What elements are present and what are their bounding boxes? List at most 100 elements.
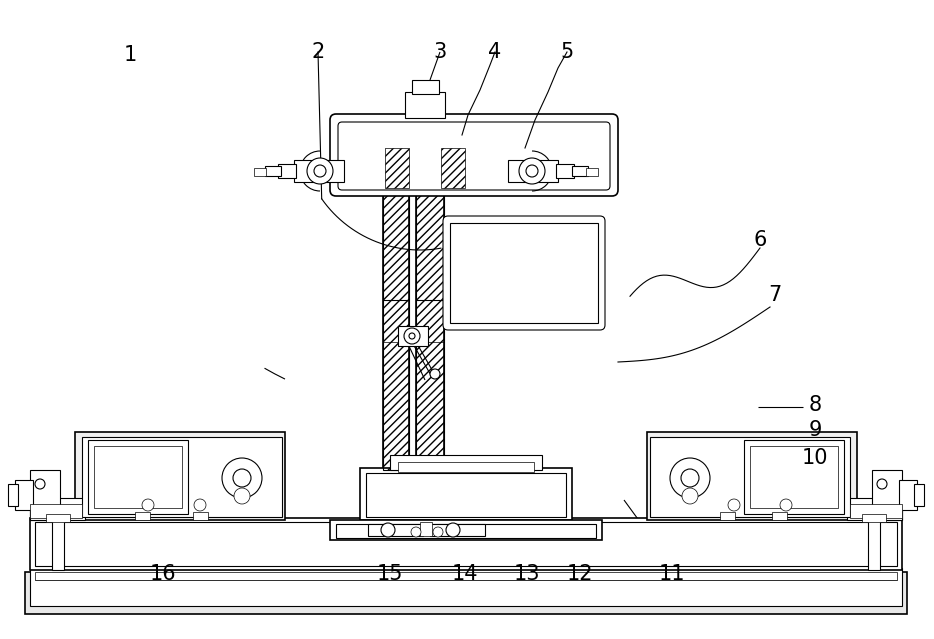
Bar — [744, 440, 844, 514]
Circle shape — [314, 165, 326, 177]
Bar — [556, 164, 574, 178]
Bar — [420, 522, 432, 536]
Circle shape — [682, 488, 698, 504]
Bar — [35, 522, 897, 566]
Bar — [441, 148, 465, 188]
Text: 8: 8 — [809, 395, 822, 415]
Bar — [25, 572, 907, 614]
Text: 1: 1 — [123, 45, 136, 65]
Bar — [430, 524, 485, 536]
Bar — [35, 572, 897, 580]
Bar — [30, 498, 85, 520]
Bar — [872, 470, 902, 520]
Bar — [330, 520, 602, 540]
Bar — [30, 568, 902, 606]
Circle shape — [430, 369, 440, 379]
Circle shape — [233, 469, 251, 487]
Bar — [398, 462, 534, 472]
Text: 5: 5 — [560, 42, 573, 62]
Bar — [30, 470, 60, 520]
Bar — [46, 514, 70, 522]
Bar — [8, 484, 18, 506]
Text: 16: 16 — [149, 564, 177, 584]
Bar — [75, 432, 285, 520]
Bar — [294, 160, 344, 182]
Circle shape — [194, 499, 206, 511]
Bar — [850, 504, 902, 518]
Circle shape — [234, 488, 250, 504]
Bar — [360, 468, 572, 520]
Bar — [899, 480, 917, 510]
Bar — [450, 223, 598, 323]
Bar — [15, 480, 33, 510]
Text: 13: 13 — [514, 564, 540, 584]
Circle shape — [728, 499, 740, 511]
Circle shape — [142, 499, 154, 511]
Bar — [334, 148, 614, 188]
Bar — [847, 498, 902, 520]
Bar — [88, 440, 188, 514]
Bar — [772, 512, 787, 520]
Circle shape — [307, 158, 333, 184]
Bar — [914, 484, 924, 506]
Text: 15: 15 — [376, 564, 403, 584]
Circle shape — [404, 328, 420, 344]
Circle shape — [877, 479, 887, 489]
Bar — [52, 518, 64, 570]
Bar — [445, 218, 603, 326]
Bar — [340, 153, 608, 185]
Bar — [720, 512, 735, 520]
Bar — [412, 80, 439, 94]
Circle shape — [526, 165, 538, 177]
Circle shape — [670, 458, 710, 498]
Circle shape — [446, 523, 460, 537]
Text: 11: 11 — [658, 564, 686, 584]
Circle shape — [409, 333, 415, 339]
Bar — [265, 166, 281, 176]
Bar — [254, 168, 266, 176]
Bar — [385, 148, 409, 188]
Bar — [30, 518, 902, 570]
Bar — [750, 446, 838, 508]
Circle shape — [411, 527, 421, 537]
Text: 12: 12 — [567, 564, 593, 584]
Bar — [94, 446, 182, 508]
FancyBboxPatch shape — [443, 216, 605, 330]
Text: 9: 9 — [808, 420, 822, 440]
Bar — [647, 432, 857, 520]
Bar — [398, 326, 428, 346]
Bar — [862, 514, 886, 522]
Circle shape — [381, 523, 395, 537]
FancyBboxPatch shape — [330, 114, 618, 196]
FancyBboxPatch shape — [338, 122, 610, 190]
Bar — [278, 164, 296, 178]
Bar — [650, 437, 850, 517]
Text: 3: 3 — [433, 42, 446, 62]
Bar — [82, 437, 282, 517]
Text: 2: 2 — [311, 42, 325, 62]
Bar — [366, 473, 566, 517]
Circle shape — [222, 458, 262, 498]
Bar — [416, 115, 444, 470]
Bar — [368, 524, 423, 536]
Bar — [390, 455, 542, 470]
Bar — [586, 168, 598, 176]
Circle shape — [780, 499, 792, 511]
Text: 7: 7 — [769, 285, 782, 305]
Text: 6: 6 — [754, 230, 767, 250]
Bar — [868, 518, 880, 570]
Circle shape — [433, 527, 443, 537]
Text: 10: 10 — [801, 448, 828, 468]
Circle shape — [519, 158, 545, 184]
Circle shape — [35, 479, 45, 489]
Circle shape — [681, 469, 699, 487]
Bar — [135, 512, 150, 520]
Bar — [30, 504, 82, 518]
Bar — [405, 92, 445, 118]
Bar — [336, 524, 596, 538]
Bar — [383, 130, 409, 470]
Bar — [193, 512, 208, 520]
Text: 4: 4 — [488, 42, 502, 62]
Text: 14: 14 — [452, 564, 478, 584]
Bar — [572, 166, 588, 176]
